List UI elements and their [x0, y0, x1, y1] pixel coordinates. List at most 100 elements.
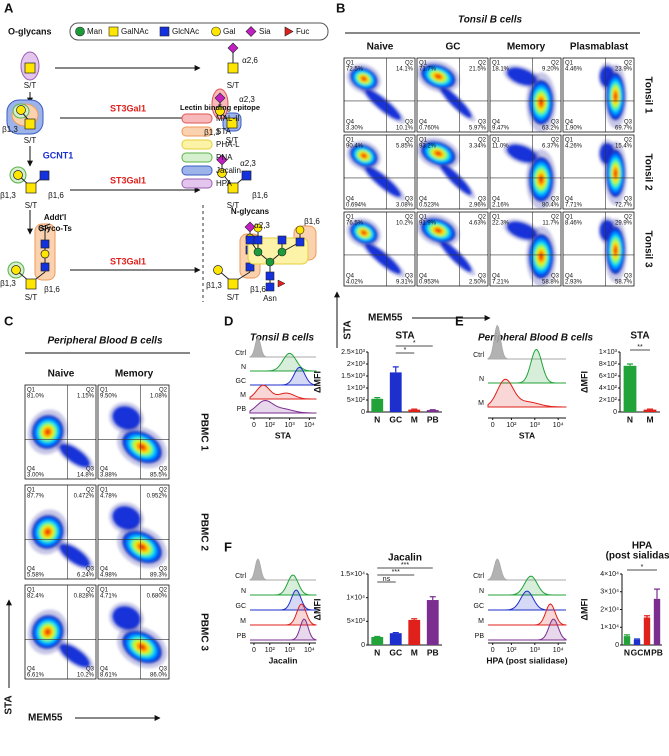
gate-name: Q2 [551, 215, 560, 221]
gate-name: Q4 [492, 274, 501, 280]
gate-percent: 6.61% [27, 673, 45, 679]
density [365, 243, 401, 274]
row-label: M [478, 400, 484, 407]
lectin-swatch [181, 165, 213, 176]
x-tick-label: 10⁴ [553, 422, 564, 429]
glycan-label: GCNT1 [43, 150, 74, 160]
x-tick-label: M [646, 414, 653, 424]
gate-name: Q3 [405, 120, 414, 126]
density [440, 241, 472, 272]
lectin-swatch [181, 139, 213, 150]
gate-percent: 10.2% [77, 673, 95, 679]
row-label: M [240, 392, 246, 399]
bar [408, 409, 421, 412]
sia [214, 92, 226, 104]
gal [16, 105, 26, 115]
histogram-curve [488, 618, 567, 641]
gate-percent: 69.7% [615, 126, 633, 132]
y-tick-label: 0 [613, 409, 617, 416]
glcnac [295, 237, 305, 247]
lectin-swatch [181, 152, 213, 163]
density [31, 415, 64, 449]
y-tick-label: 0 [361, 409, 365, 416]
gate-percent: 91.9% [419, 221, 437, 227]
bar [653, 598, 661, 645]
gate-percent: 2.16% [492, 203, 510, 209]
glcnac [277, 235, 287, 245]
y-tick-label: 3×10⁴ [600, 589, 619, 596]
lectin-name: STA [216, 127, 232, 136]
y-tick-label: 5×10² [347, 397, 366, 404]
density [31, 615, 64, 649]
gate-percent: 86.0% [150, 673, 168, 679]
gal-symbol [211, 26, 221, 37]
gate-percent: 4.63% [469, 221, 487, 227]
gate-name: Q1 [27, 488, 36, 494]
gate-name: Q1 [565, 138, 574, 144]
density [606, 149, 625, 198]
y-tick-label: 4×10² [599, 385, 618, 392]
row-label: N [479, 588, 484, 595]
flow-plot [98, 385, 169, 479]
glycan-label: ST3Gal1 [110, 103, 146, 113]
gate-name: Q2 [159, 388, 168, 394]
glycan-label: S/T [24, 81, 37, 90]
density [350, 221, 378, 244]
density [507, 144, 537, 163]
row-label: PB [237, 406, 247, 413]
flow-plot [25, 585, 96, 679]
gate-percent: 10.2% [396, 221, 414, 227]
lectin-name: PNA [216, 153, 233, 162]
glcnac [265, 282, 275, 292]
gate-percent: 90.4% [346, 144, 364, 150]
axis-label: STA [343, 320, 354, 339]
gate-name: Q4 [419, 197, 428, 203]
lectin-name: Jacalin [216, 166, 241, 175]
x-tick-label: PB [651, 647, 663, 657]
gate-name: Q1 [492, 138, 501, 144]
gate-percent: 76.5% [346, 221, 364, 227]
glycan-label: β1,6 [44, 285, 60, 294]
gate-name: Q4 [565, 120, 574, 126]
panel-letter: F [224, 539, 232, 554]
row-label: GC [474, 603, 485, 610]
axis-label: MEM55 [28, 713, 63, 724]
x-tick-label: GC [389, 414, 402, 424]
bar [389, 633, 402, 645]
man [277, 247, 287, 257]
panel-letter: E [455, 313, 464, 328]
gate-percent: 9.50% [100, 394, 118, 400]
error-bar [654, 588, 660, 599]
y-tick-label: 1×10³ [599, 349, 618, 356]
row-label: M [240, 618, 246, 625]
x-tick-label: 10² [506, 647, 517, 654]
row-label: PBMC 2 [198, 513, 209, 551]
lectin-name: HPA [216, 179, 233, 188]
gate-name: Q2 [405, 138, 414, 144]
glycan-label: β1,6 [250, 285, 266, 294]
histogram-curve [250, 352, 317, 372]
galnac [25, 182, 37, 194]
flow-plot [563, 135, 634, 209]
gate-name: Q3 [624, 120, 633, 126]
density [507, 67, 537, 86]
gate-name: Q2 [86, 388, 95, 394]
density [112, 506, 141, 530]
density [350, 67, 378, 90]
axis-label: MEM55 [368, 313, 403, 324]
chart-subtitle: (post sialidase) [606, 551, 669, 562]
gate-percent: 87.7% [27, 494, 45, 500]
panel-title: Tonsil B cells [458, 15, 523, 26]
gal [217, 168, 227, 178]
error-bar [411, 618, 418, 620]
gate-name: Q1 [419, 215, 428, 221]
significance-label: *** [392, 569, 400, 576]
chart-title: STA [630, 331, 649, 342]
axis-label: STA [4, 695, 15, 714]
x-tick-label: GC [631, 647, 644, 657]
gate-name: Q2 [624, 138, 633, 144]
significance-label: * [413, 340, 416, 347]
gate-percent: 6.24% [77, 573, 95, 579]
gate-percent: 11.0% [492, 144, 509, 150]
histogram-curve [488, 603, 567, 626]
